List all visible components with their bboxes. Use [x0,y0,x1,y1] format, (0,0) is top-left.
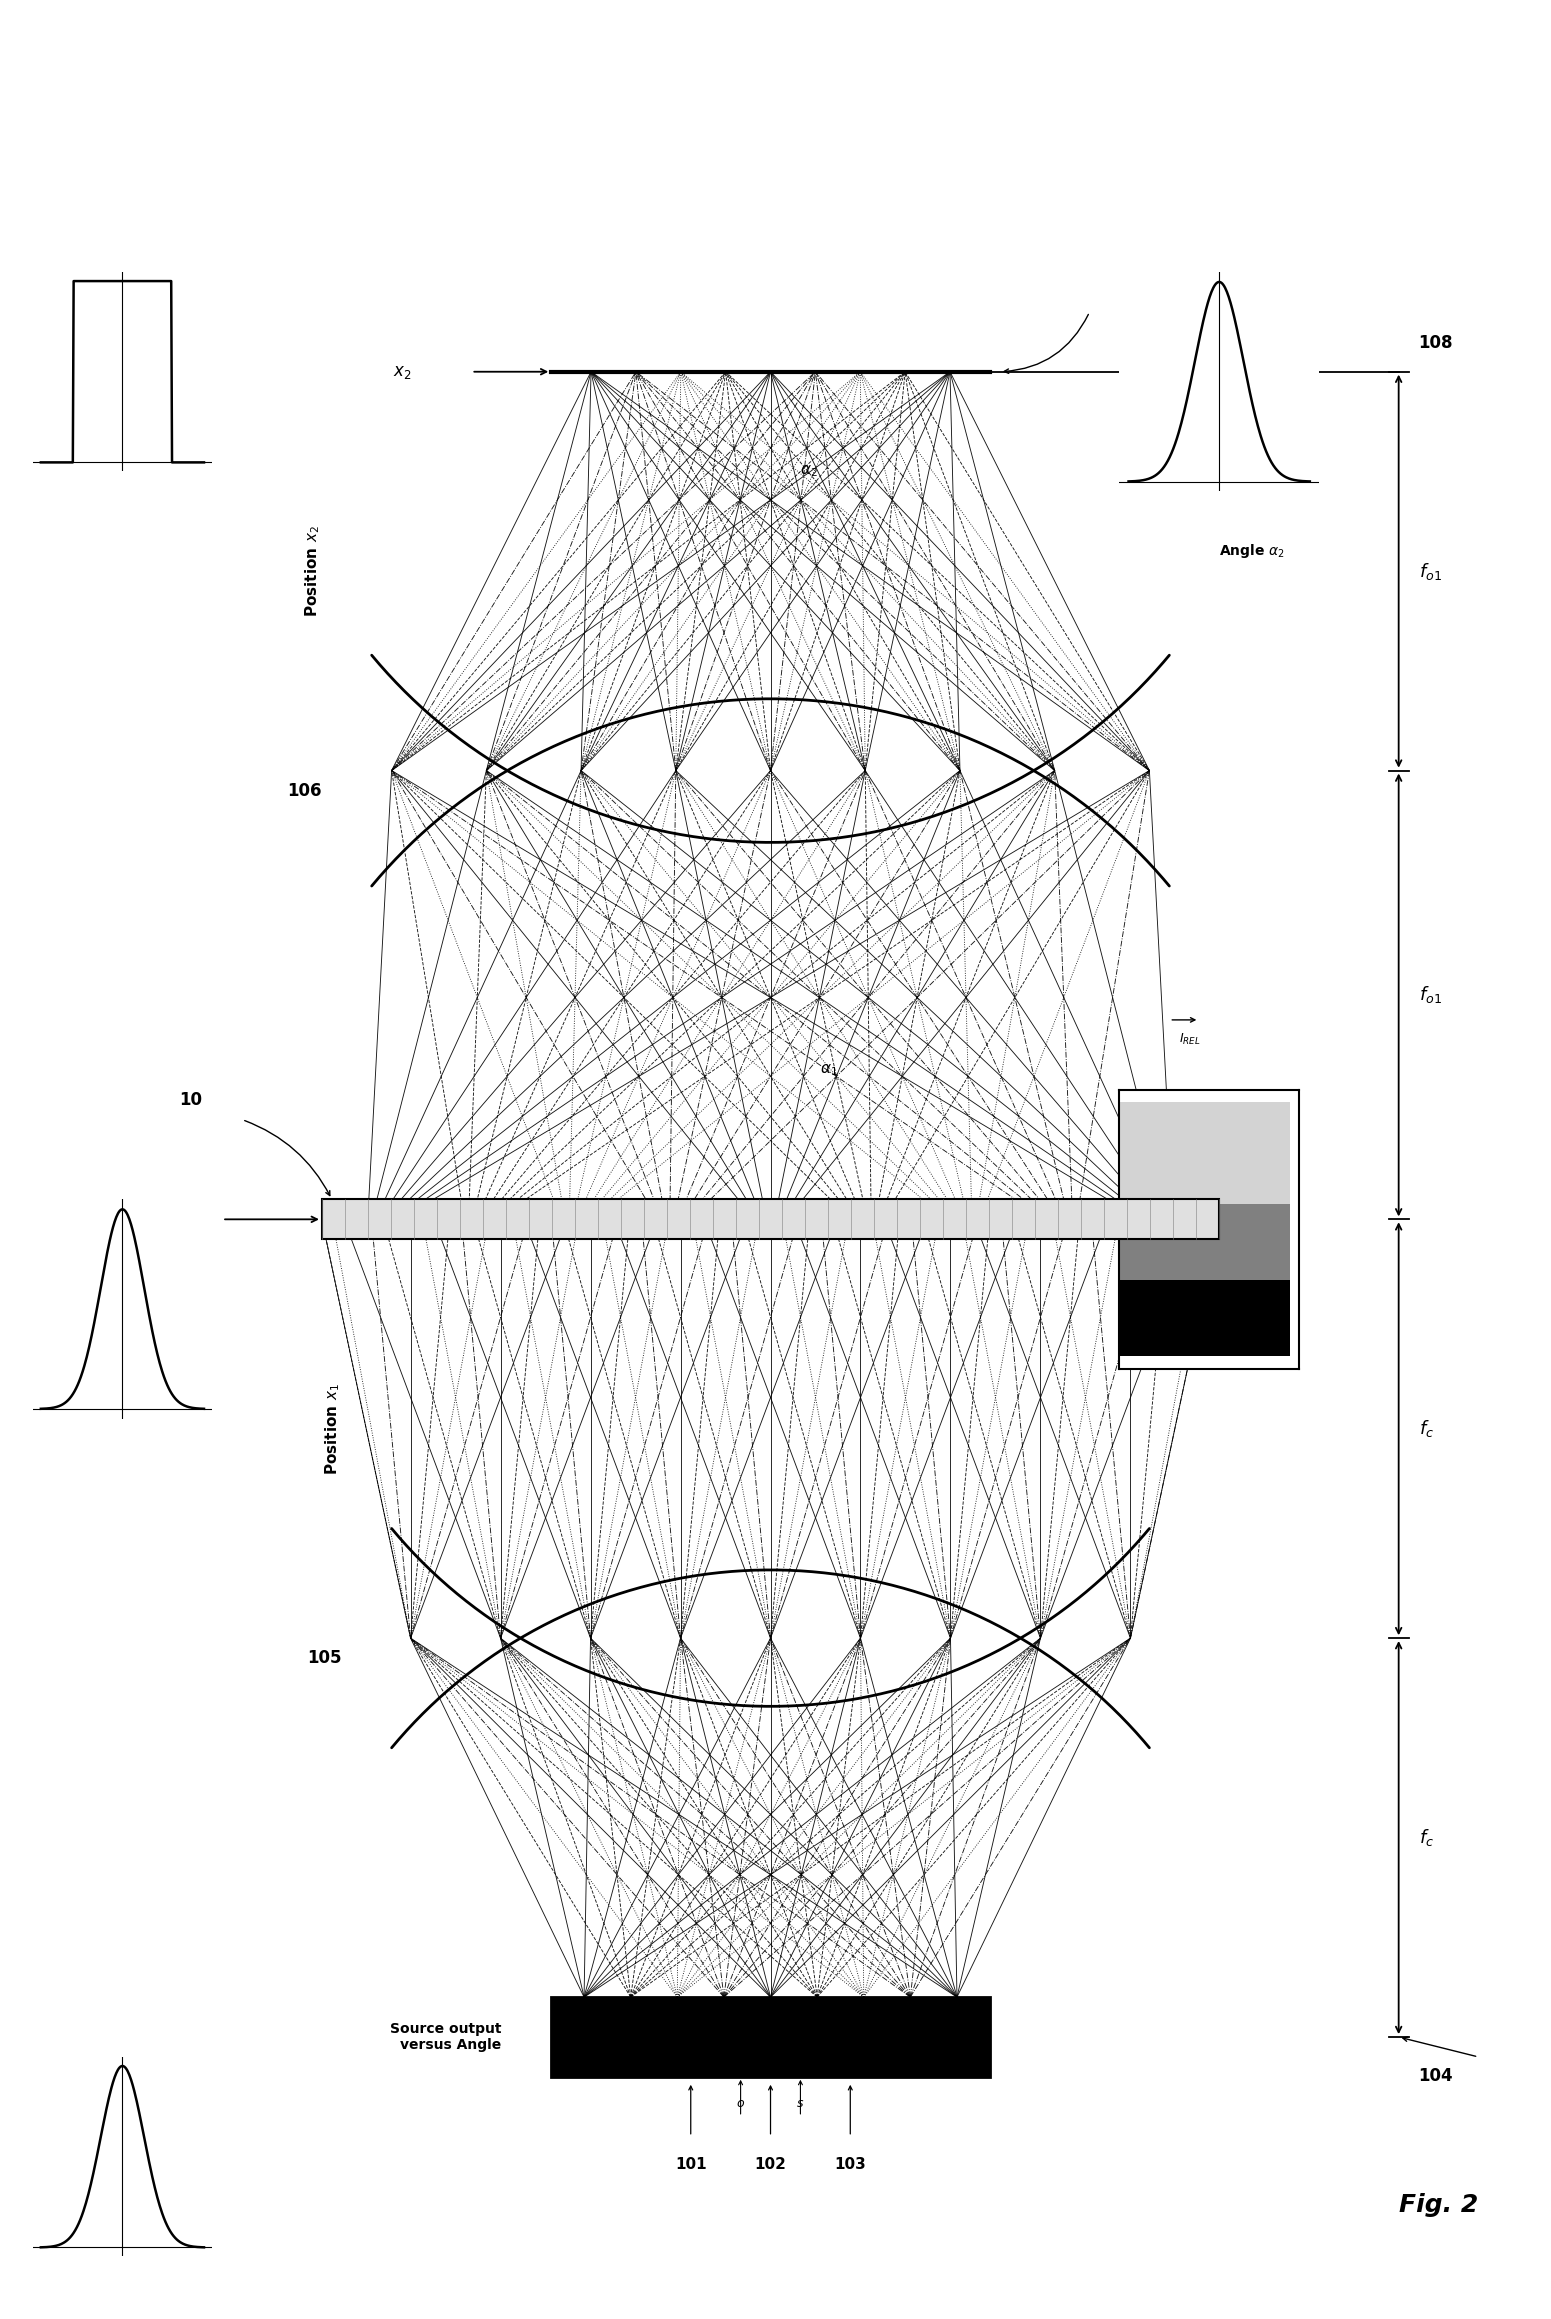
Text: $x_1$: $x_1$ [144,1211,163,1229]
Text: $I_{REL}$: $I_{REL}$ [143,2168,164,2184]
Text: 106: 106 [287,782,323,800]
Text: Source output
versus Angle: Source output versus Angle [389,2022,501,2052]
Bar [323,1199,1219,1238]
Text: 100: 100 [82,2198,119,2217]
Text: o: o [737,2096,744,2110]
Text: $I_{REL}$: $I_{REL}$ [1179,1032,1200,1048]
Text: Fig. 2: Fig. 2 [1399,2191,1478,2217]
Text: Position $x_2$: Position $x_2$ [302,526,323,617]
Text: $I_{REL}$: $I_{REL}$ [143,343,164,359]
Text: 10: 10 [180,1090,202,1108]
Text: $x_2$: $x_2$ [392,362,411,380]
Text: Angle $\alpha_2$: Angle $\alpha_2$ [1219,543,1286,561]
Text: 104: 104 [1419,2066,1453,2085]
Text: 102: 102 [755,2157,786,2171]
Text: $I_{REL}$: $I_{REL}$ [143,1292,164,1306]
Text: $f_c$: $f_c$ [1419,1419,1433,1440]
Text: s: s [797,2096,803,2110]
Text: 107: 107 [1129,283,1165,301]
Text: $\alpha_2$: $\alpha_2$ [800,464,817,480]
Bar [551,1997,990,2078]
Text: 108: 108 [1419,334,1453,352]
Text: Angle $\alpha_1$: Angle $\alpha_1$ [1219,1310,1286,1329]
Text: $f_c$: $f_c$ [1419,1827,1433,1848]
Text: $f_{o1}$: $f_{o1}$ [1419,986,1441,1006]
Text: Position $x_1$: Position $x_1$ [323,1382,341,1475]
Text: 101: 101 [675,2157,707,2171]
Text: 105: 105 [307,1649,341,1667]
Text: $I_{REL}$: $I_{REL}$ [1179,315,1200,329]
Text: $\alpha_1$: $\alpha_1$ [820,1062,838,1078]
Text: 103: 103 [834,2157,865,2171]
Text: $f_{o1}$: $f_{o1}$ [1419,561,1441,582]
